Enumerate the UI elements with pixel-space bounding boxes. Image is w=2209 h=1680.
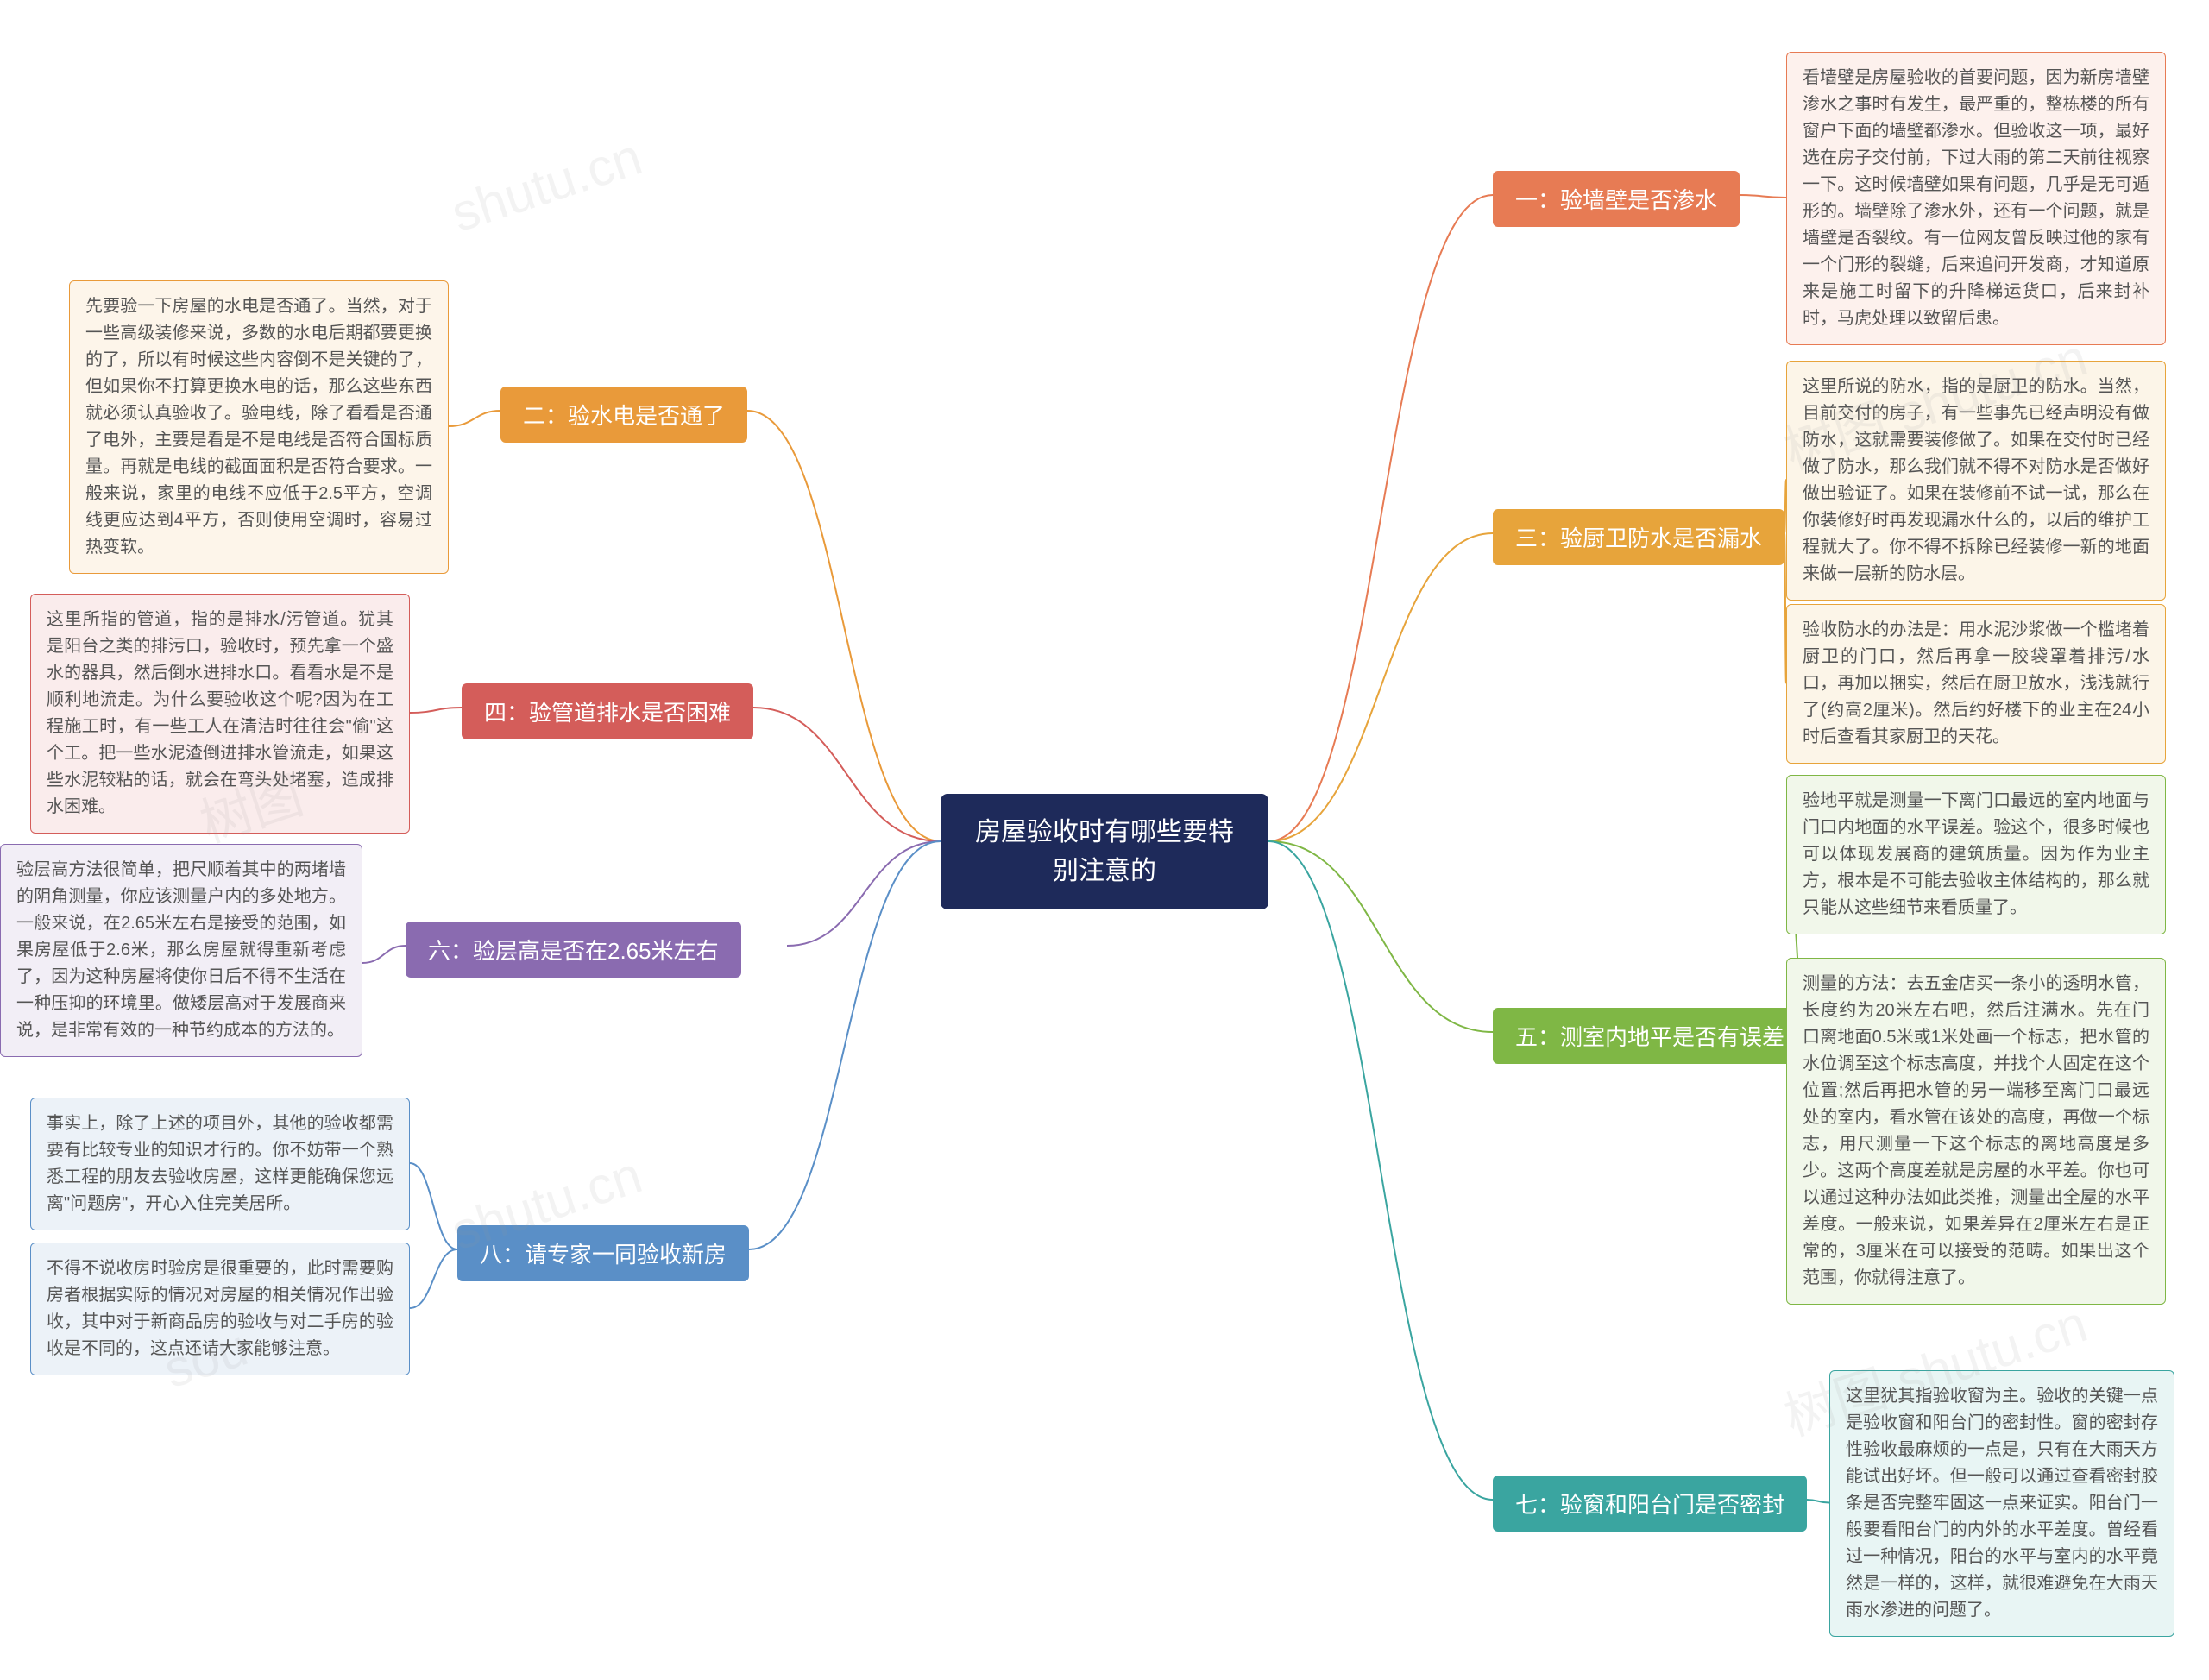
branch-b8: 八：请专家一同验收新房: [457, 1225, 749, 1281]
leaf-b5-0: 验地平就是测量一下离门口最远的室内地面与门口内地面的水平误差。验这个，很多时候也…: [1786, 775, 2166, 934]
branch-b2: 二：验水电是否通了: [500, 387, 747, 443]
leaf-b8-0: 事实上，除了上述的项目外，其他的验收都需要有比较专业的知识才行的。你不妨带一个熟…: [30, 1098, 410, 1230]
branch-b1: 一：验墙壁是否渗水: [1493, 171, 1740, 227]
leaf-b2-0: 先要验一下房屋的水电是否通了。当然，对于一些高级装修来说，多数的水电后期都要更换…: [69, 280, 449, 574]
branch-b3: 三：验厨卫防水是否漏水: [1493, 509, 1784, 565]
leaf-b7-0: 这里犹其指验收窗为主。验收的关键一点是验收窗和阳台门的密封性。窗的密封存性验收最…: [1829, 1370, 2174, 1637]
leaf-b4-0: 这里所指的管道，指的是排水/污管道。犹其是阳台之类的排污口，验收时，预先拿一个盛…: [30, 594, 410, 834]
leaf-b1-0: 看墙壁是房屋验收的首要问题，因为新房墙壁渗水之事时有发生，最严重的，整栋楼的所有…: [1786, 52, 2166, 345]
leaf-b3-0: 这里所说的防水，指的是厨卫的防水。当然，目前交付的房子，有一些事先已经声明没有做…: [1786, 361, 2166, 601]
leaf-b6-0: 验层高方法很简单，把尺顺着其中的两堵墙的阴角测量，你应该测量户内的多处地方。一般…: [0, 844, 362, 1057]
leaf-b5-1: 测量的方法：去五金店买一条小的透明水管，长度约为20米左右吧，然后注满水。先在门…: [1786, 958, 2166, 1305]
branch-b5: 五：测室内地平是否有误差: [1493, 1008, 1807, 1064]
leaf-b8-1: 不得不说收房时验房是很重要的，此时需要购房者根据实际的情况对房屋的相关情况作出验…: [30, 1243, 410, 1375]
branch-b6: 六：验层高是否在2.65米左右: [406, 922, 741, 978]
leaf-b3-1: 验收防水的办法是：用水泥沙浆做一个槛堵着厨卫的门口，然后再拿一胶袋罩着排污/水口…: [1786, 604, 2166, 764]
branch-b7: 七：验窗和阳台门是否密封: [1493, 1476, 1807, 1532]
branch-b4: 四：验管道排水是否困难: [462, 683, 753, 739]
center-node: 房屋验收时有哪些要特别注意的: [941, 794, 1268, 909]
watermark: shutu.cn: [444, 127, 649, 244]
